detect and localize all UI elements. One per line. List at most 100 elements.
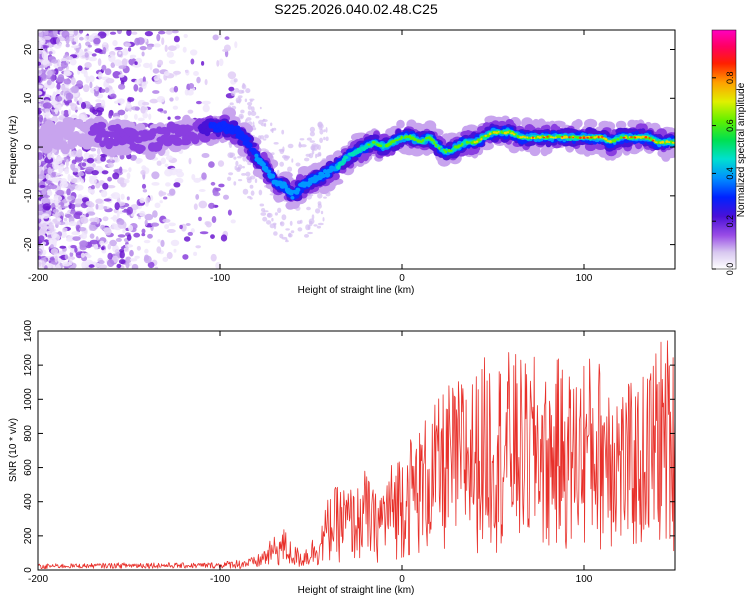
spectrogram-noise-blob [272, 127, 277, 131]
spectrogram-noise-blob [38, 85, 44, 89]
spectrogram-noise-blob [73, 30, 78, 36]
spectrogram-noise-blob [80, 179, 84, 184]
spectrogram-noise-blob [113, 116, 121, 120]
snr-xtick-label: -200 [28, 574, 48, 585]
spectrogram-noise-blob [143, 255, 152, 264]
spectrogram-noise-blob [126, 172, 131, 180]
spectrogram-noise-blob [241, 83, 247, 90]
spectrogram-noise-blob [129, 258, 138, 262]
spectrogram-noise-blob [65, 43, 70, 48]
snr-ytick-label: 1200 [23, 354, 34, 377]
spectrogram-noise-blob [241, 173, 247, 176]
spectrogram-noise-blob [172, 105, 179, 110]
spectrogram-noise-blob [38, 70, 43, 74]
spectrogram-ridge-peak [563, 136, 566, 139]
spectrogram-noise-blob [305, 153, 311, 157]
spectrogram-noise-blob [41, 51, 48, 60]
spectrogram-noise-blob [210, 181, 216, 186]
spectrogram-ridge-hot [626, 136, 629, 140]
spectrogram-noise-blob [87, 187, 92, 194]
spectrogram-xtick-label: -100 [210, 273, 230, 284]
spectrogram-noise-blob [79, 36, 84, 41]
spectrogram-noise-blob [164, 44, 168, 53]
spectrogram-ridge-peak [546, 135, 549, 138]
spectrogram-noise-blob [51, 231, 57, 240]
spectrogram-noise-blob [305, 224, 310, 231]
spectrogram-noise-blob [60, 61, 68, 69]
spectrogram-noise-blob [124, 43, 132, 47]
spectrogram-frame [37, 29, 676, 270]
spectrogram-noise-blob [38, 261, 42, 267]
spectrogram-noise-blob [50, 74, 56, 82]
spectrogram-noise-blob [166, 51, 174, 58]
spectrogram-noise-blob [141, 183, 147, 189]
spectrogram-ridge-peak [586, 136, 589, 139]
spectrogram-noise-blob [109, 239, 117, 247]
spectrogram-noise-blob [266, 220, 272, 225]
figure-title: S225.2026.040.02.48.C25 [274, 1, 438, 17]
spectrogram-noise-blob [103, 198, 112, 202]
spectrogram-ridge-outer [185, 125, 194, 132]
spectrogram-noise-blob [53, 104, 58, 109]
spectrogram-noise-blob [161, 37, 165, 45]
spectrogram-noise-blob [95, 203, 99, 210]
spectrogram-noise-blob [125, 102, 132, 109]
snr-ytick-label: 600 [23, 459, 34, 476]
spectrogram-noise-blob [41, 260, 45, 268]
spectrogram-noise-blob [162, 218, 171, 223]
spectrogram-noise-blob [64, 254, 69, 260]
spectrogram-noise-blob [156, 33, 161, 42]
spectrogram-noise-blob [117, 234, 126, 238]
spectrogram-noise-blob [306, 206, 311, 211]
spectrogram-ridge-hot [343, 155, 349, 160]
spectrogram-noise-blob [69, 58, 77, 66]
spectrogram-noise-blob [56, 37, 60, 45]
spectrogram-ridge-halo [60, 143, 70, 155]
spectrogram-ridge-peak [600, 136, 604, 138]
spectrogram-heatmap [38, 30, 675, 269]
spectrogram-noise-blob [281, 236, 288, 240]
spectrogram-noise-blob [72, 236, 81, 242]
spectrogram-noise-blob [295, 162, 301, 167]
spectrogram-noise-blob [38, 255, 42, 260]
spectrogram-noise-blob [134, 113, 138, 120]
spectrogram-noise-blob [56, 104, 62, 111]
spectrogram-noise-blob [42, 35, 52, 40]
spectrogram-noise-blob [114, 46, 123, 51]
spectrogram-noise-blob [212, 192, 221, 197]
spectrogram-noise-blob [173, 182, 181, 188]
spectrogram-noise-blob [267, 212, 271, 218]
spectrogram-noise-blob [323, 136, 326, 141]
spectrogram-noise-blob [133, 84, 139, 92]
spectrogram-noise-blob [77, 171, 85, 177]
spectrogram-noise-blob [118, 65, 127, 69]
spectrogram-noise-blob [95, 198, 103, 204]
spectrogram-ridge-peak [665, 140, 669, 143]
spectrogram-noise-blob [224, 36, 230, 40]
spectrogram-noise-blob [233, 181, 237, 186]
spectrogram-noise-blob [297, 227, 303, 232]
spectrogram-noise-blob [100, 224, 105, 230]
spectrogram-noise-blob [54, 255, 58, 263]
spectrogram-noise-blob [97, 58, 102, 66]
spectrogram-noise-blob [103, 81, 110, 88]
spectrogram-noise-blob [118, 98, 125, 105]
spectrogram-noise-blob [157, 59, 164, 66]
spectrogram-noise-blob [279, 161, 285, 167]
spectrogram-noise-blob [242, 155, 247, 162]
spectrogram-ridge-core [289, 191, 294, 196]
spectrogram-noise-blob [215, 261, 221, 269]
spectrogram-ytick-label: -10 [23, 188, 34, 203]
spectrogram-noise-blob [230, 90, 236, 97]
spectrogram-noise-blob [272, 222, 277, 226]
spectrogram-ridge-peak [604, 137, 608, 141]
spectrogram-noise-blob [123, 114, 128, 120]
spectrogram-noise-blob [144, 213, 154, 221]
spectrogram-noise-blob [121, 58, 128, 67]
spectrogram-noise-blob [38, 30, 43, 33]
spectrogram-noise-blob [122, 48, 129, 56]
spectrogram-noise-blob [187, 109, 194, 114]
spectrogram-noise-blob [112, 40, 118, 47]
spectrogram-noise-blob [169, 97, 174, 102]
